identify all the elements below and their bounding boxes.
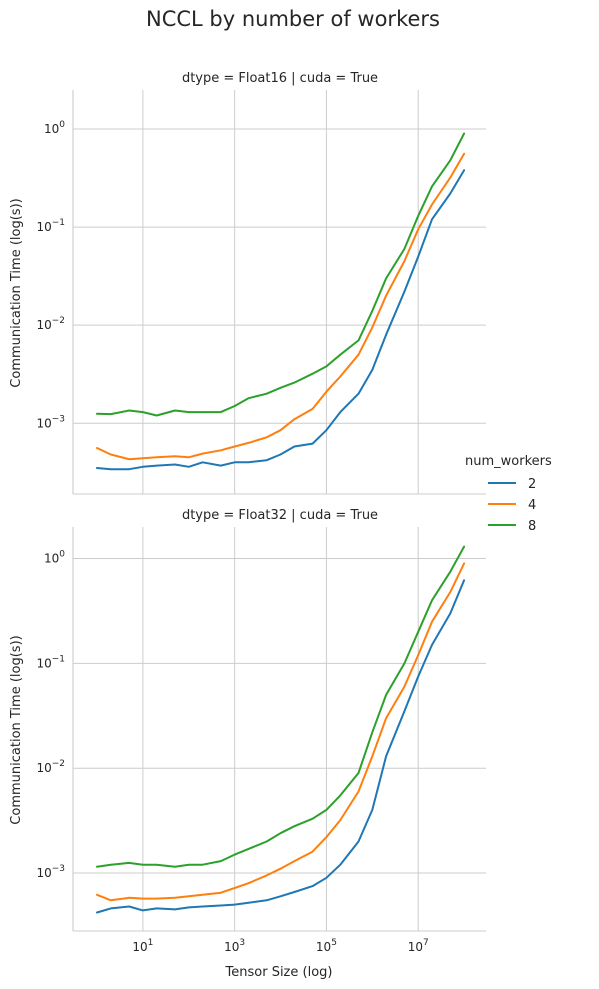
legend-title: num_workers bbox=[465, 454, 552, 469]
x-tick-label: 103 bbox=[224, 938, 245, 954]
tick-labels: 10−3 10−2 10−1 100 bbox=[36, 120, 65, 430]
x-axis-label: Tensor Size (log) bbox=[225, 965, 333, 980]
x-tick-label: 105 bbox=[316, 938, 337, 954]
panel-float32: dtype = Float32 | cuda = True Communicat… bbox=[9, 508, 486, 980]
y-tick-label: 10−2 bbox=[36, 316, 65, 332]
legend-label-8: 8 bbox=[528, 519, 536, 534]
legend-label-4: 4 bbox=[528, 498, 536, 513]
series-line-8-workers bbox=[96, 545, 466, 868]
legend-label-2: 2 bbox=[528, 477, 536, 492]
y-tick-label: 100 bbox=[44, 550, 65, 566]
series-lines bbox=[96, 132, 466, 471]
y-tick-label: 10−1 bbox=[36, 654, 65, 670]
y-tick-label: 10−3 bbox=[36, 414, 65, 430]
series-line-2-workers bbox=[96, 579, 466, 914]
panel-float16: dtype = Float16 | cuda = True Communicat… bbox=[9, 71, 486, 495]
x-tick-label: 107 bbox=[408, 938, 429, 954]
series-line-4-workers bbox=[96, 562, 466, 902]
y-tick-label: 100 bbox=[44, 120, 65, 136]
series-lines bbox=[96, 545, 466, 914]
grid-lines bbox=[73, 90, 486, 494]
series-line-2-workers bbox=[96, 169, 466, 471]
chart-title: NCCL by number of workers bbox=[146, 7, 440, 31]
series-line-8-workers bbox=[96, 132, 466, 417]
y-tick-label: 10−3 bbox=[36, 864, 65, 880]
panel-title: dtype = Float32 | cuda = True bbox=[182, 508, 378, 523]
y-axis-label: Communication Time (log(s)) bbox=[9, 198, 24, 387]
grid-lines bbox=[73, 527, 486, 931]
y-axis-label: Communication Time (log(s)) bbox=[9, 635, 24, 824]
y-tick-label: 10−1 bbox=[36, 218, 65, 234]
panel-title: dtype = Float16 | cuda = True bbox=[182, 71, 378, 86]
y-tick-label: 10−2 bbox=[36, 759, 65, 775]
series-line-4-workers bbox=[96, 152, 466, 461]
tick-labels: 10−3 10−2 10−1 100 101 103 105 107 bbox=[36, 550, 428, 954]
x-tick-label: 101 bbox=[132, 938, 153, 954]
legend: num_workers 2 4 8 bbox=[465, 454, 552, 534]
